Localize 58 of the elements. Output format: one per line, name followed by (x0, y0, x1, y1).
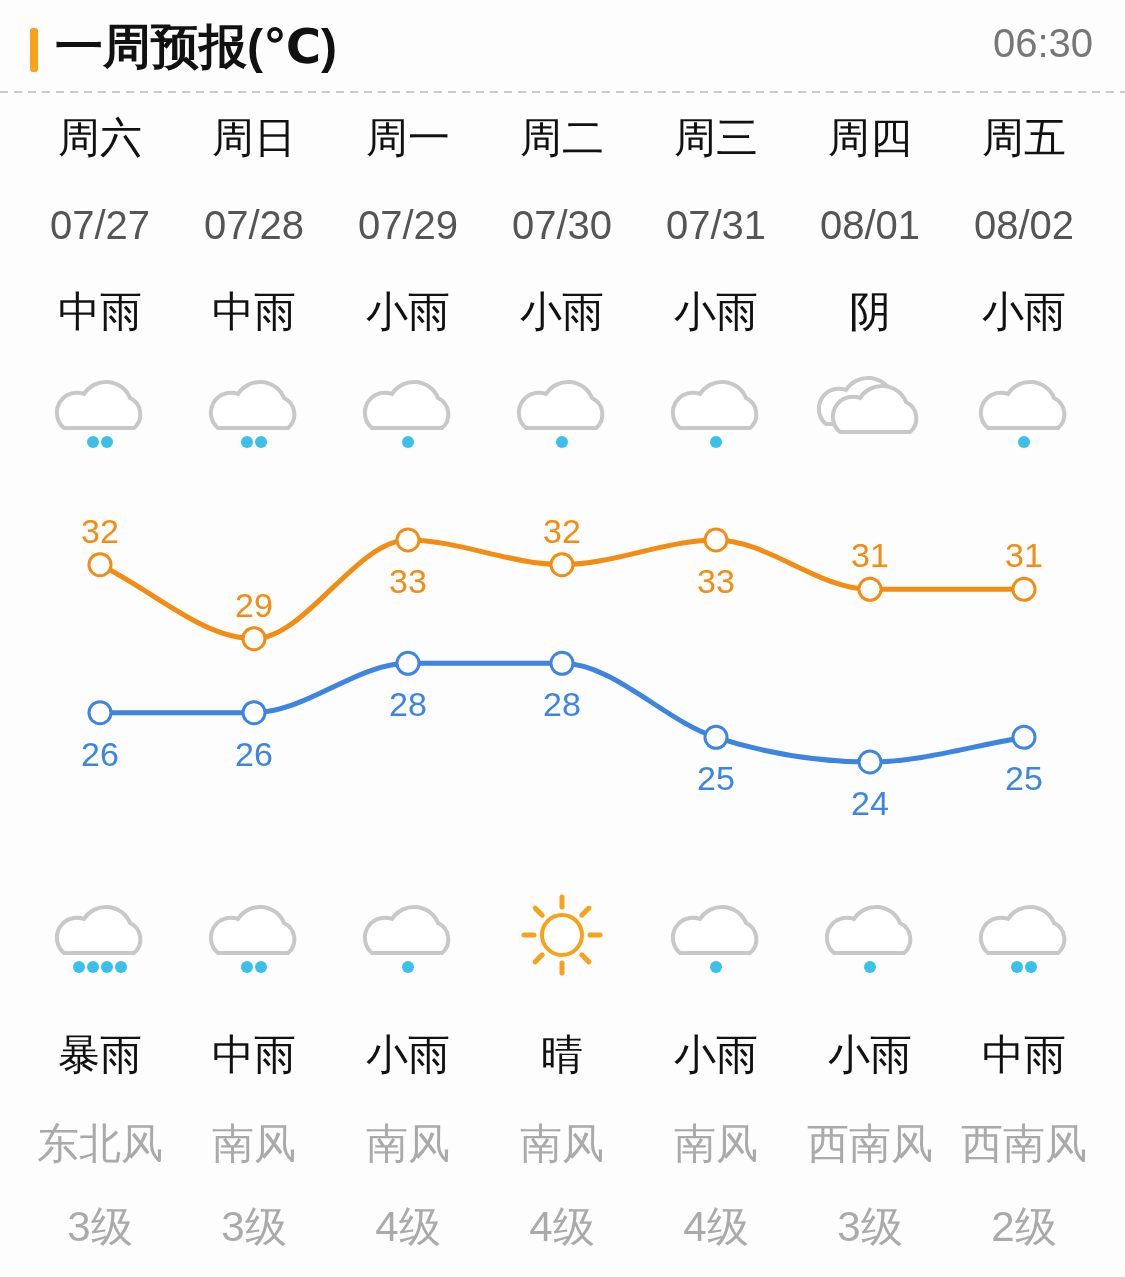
text: 暴雨 (58, 1031, 142, 1079)
x-tick-label: 周二 (520, 114, 604, 162)
data-label: 28 (389, 685, 427, 724)
text: 08/02 (973, 202, 1075, 247)
x-tick-label: 周六 (58, 114, 142, 162)
text: 南风 (674, 1120, 758, 1168)
text: 西南风 (961, 1120, 1087, 1168)
text: 4级 (683, 1203, 749, 1251)
text: 4级 (375, 1203, 441, 1251)
text: 南风 (366, 1120, 450, 1168)
text: 06:30 (992, 20, 1093, 65)
x-tick-label: 周一 (366, 114, 450, 162)
text: 07/29 (357, 202, 459, 247)
data-label: 25 (697, 759, 735, 798)
text: 中雨 (982, 1031, 1066, 1079)
text: 小雨 (520, 288, 604, 336)
data-label: 29 (235, 585, 273, 624)
text: 南风 (212, 1120, 296, 1168)
data-label: 24 (851, 783, 889, 822)
text: 小雨 (366, 288, 450, 336)
data-label: 28 (543, 685, 581, 724)
text: 中雨 (58, 288, 142, 336)
chart-title: 一周预报(℃) (55, 19, 338, 73)
text: 07/27 (49, 202, 151, 247)
x-tick-label: 周四 (828, 114, 912, 162)
text: 南风 (520, 1120, 604, 1168)
text: 小雨 (982, 288, 1066, 336)
text: 小雨 (366, 1031, 450, 1079)
text: 08/01 (819, 202, 921, 247)
text: 3级 (67, 1203, 133, 1251)
x-tick-label: 周日 (212, 114, 296, 162)
x-tick-label: 周五 (982, 114, 1066, 162)
text: 小雨 (674, 288, 758, 336)
text: 小雨 (674, 1031, 758, 1079)
text: 2级 (991, 1203, 1057, 1251)
text: 阴 (849, 288, 891, 336)
data-label: 33 (389, 561, 427, 600)
data-label: 32 (81, 511, 119, 550)
data-label: 31 (1005, 536, 1043, 575)
text: 07/30 (511, 202, 613, 247)
text: 4级 (529, 1203, 595, 1251)
text: 东北风 (37, 1120, 163, 1168)
data-label: 26 (235, 734, 273, 773)
text: 中雨 (212, 288, 296, 336)
text: 3级 (221, 1203, 287, 1251)
data-label: 33 (697, 561, 735, 600)
data-label: 25 (1005, 759, 1043, 798)
data-label: 31 (851, 536, 889, 575)
text: 07/28 (203, 202, 305, 247)
text: 西南风 (807, 1120, 933, 1168)
text: 晴 (541, 1031, 583, 1079)
text: 小雨 (828, 1031, 912, 1079)
data-label: 32 (543, 511, 581, 550)
text: 中雨 (212, 1031, 296, 1079)
data-label: 26 (81, 734, 119, 773)
x-tick-label: 周三 (674, 114, 758, 162)
text: 3级 (837, 1203, 903, 1251)
text: 07/31 (665, 202, 767, 247)
